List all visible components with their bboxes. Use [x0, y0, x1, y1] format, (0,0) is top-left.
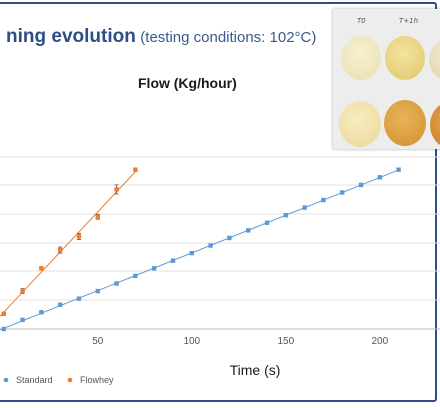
legend-label-standard: Standard: [16, 375, 53, 385]
data-point-standard: [227, 235, 232, 241]
grid-lines: [0, 156, 440, 301]
legend-marker-flowhey: [67, 377, 73, 383]
sample-photo: T0 T+1h: [333, 9, 440, 149]
data-point-standard: [76, 296, 82, 301]
data-point-standard: [321, 197, 326, 203]
flow-label: Flow (Kg/hour): [138, 75, 237, 91]
data-point-standard: [1, 326, 6, 332]
data-point-flowhey: [76, 234, 82, 239]
sample-disk: [384, 100, 426, 146]
x-tick-label: 50: [92, 336, 104, 347]
data-points: [1, 167, 401, 332]
slide-title: ning evolution (testing conditions: 102°…: [6, 26, 316, 48]
data-point-standard: [208, 243, 213, 248]
data-point-standard: [377, 175, 383, 180]
data-point-standard: [396, 167, 401, 172]
title-main: ning evolution: [6, 26, 136, 47]
photo-label-t0: T0: [357, 17, 366, 25]
data-point-standard: [57, 302, 63, 307]
data-point-standard: [246, 228, 251, 233]
data-point-standard: [302, 205, 307, 210]
data-point-flowhey: [57, 247, 63, 253]
data-point-standard: [151, 266, 157, 271]
trend-line-standard: [0, 169, 399, 331]
x-axis-label: Time (s): [230, 362, 281, 378]
title-subtitle: (testing conditions: 102°C): [140, 29, 317, 46]
data-point-flowhey: [133, 167, 138, 172]
data-point-standard: [114, 281, 119, 286]
data-point-flowhey: [20, 288, 25, 294]
sample-disk: [385, 36, 425, 80]
data-point-flowhey: [39, 266, 44, 271]
data-point-standard: [283, 213, 289, 218]
legend-marker-standard: [3, 377, 9, 383]
data-point-standard: [95, 288, 100, 294]
sample-disk: [341, 36, 381, 80]
data-point-standard: [264, 220, 270, 225]
data-point-standard: [170, 258, 176, 263]
data-point-standard: [358, 182, 364, 188]
x-tick-labels: 50 100 150 200: [92, 336, 388, 347]
sample-disk: [430, 102, 440, 148]
sample-disk: [339, 101, 381, 147]
data-point-flowhey: [95, 214, 100, 219]
x-tick-label: 150: [277, 336, 294, 347]
legend-label-flowhey: Flowhey: [80, 375, 114, 385]
data-point-standard: [189, 250, 194, 256]
x-tick-label: 100: [183, 336, 200, 347]
data-point-flowhey: [114, 187, 119, 192]
legend: Standard Flowhey: [3, 375, 114, 385]
data-point-standard: [340, 190, 345, 195]
trend-line-flowhey: [0, 171, 136, 317]
data-point-standard: [133, 273, 138, 279]
data-point-flowhey: [1, 311, 6, 317]
sample-disk: [429, 39, 440, 81]
data-point-standard: [39, 310, 44, 315]
data-point-standard: [20, 317, 25, 323]
x-tick-label: 200: [371, 336, 388, 347]
photo-label-t1h: T+1h: [399, 17, 419, 25]
